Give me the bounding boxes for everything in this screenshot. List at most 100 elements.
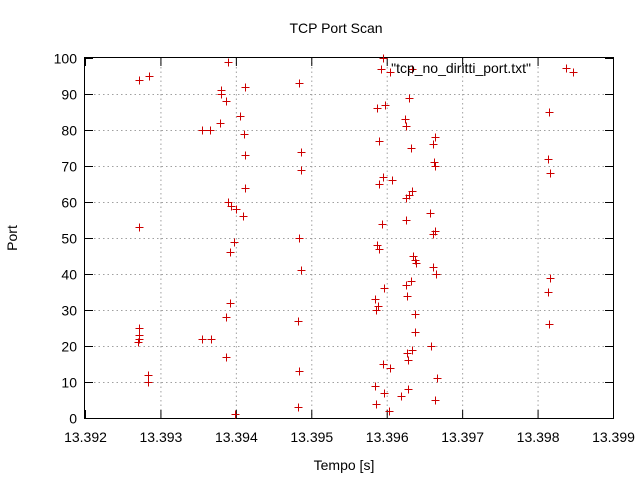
data-point bbox=[294, 403, 303, 412]
chart-title: TCP Port Scan bbox=[289, 20, 382, 36]
data-point bbox=[569, 68, 578, 77]
data-point bbox=[380, 389, 389, 398]
data-point bbox=[430, 158, 439, 167]
legend-sample bbox=[562, 64, 571, 73]
data-point bbox=[412, 259, 421, 268]
data-point bbox=[379, 173, 388, 182]
data-point bbox=[427, 342, 436, 351]
data-point bbox=[377, 65, 386, 74]
data-point bbox=[226, 299, 235, 308]
x-tick-label: 13.399 bbox=[592, 429, 635, 445]
data-point bbox=[297, 166, 306, 175]
data-point bbox=[381, 101, 390, 110]
data-point bbox=[401, 115, 410, 124]
data-point bbox=[295, 367, 304, 376]
data-point bbox=[198, 126, 207, 135]
data-point bbox=[241, 151, 250, 160]
legend-marker bbox=[562, 64, 571, 73]
y-tick-label: 0 bbox=[69, 411, 77, 427]
data-point bbox=[226, 248, 235, 257]
data-point bbox=[297, 266, 306, 275]
data-point bbox=[222, 353, 231, 362]
data-point bbox=[375, 180, 384, 189]
data-point bbox=[409, 252, 418, 261]
data-point bbox=[402, 216, 411, 225]
data-point bbox=[386, 68, 395, 77]
data-point bbox=[135, 324, 144, 333]
y-tick-label: 100 bbox=[54, 51, 78, 67]
x-axis-label: Tempo [s] bbox=[314, 457, 375, 473]
data-point bbox=[429, 140, 438, 149]
data-point bbox=[411, 310, 420, 319]
data-point bbox=[135, 76, 144, 85]
data-point bbox=[402, 194, 411, 203]
data-point bbox=[206, 126, 215, 135]
data-point bbox=[546, 274, 555, 283]
data-point bbox=[241, 184, 250, 193]
y-tick-label: 40 bbox=[61, 267, 77, 283]
y-tick-label: 70 bbox=[61, 159, 77, 175]
data-point bbox=[544, 288, 553, 297]
data-point bbox=[217, 90, 226, 99]
data-point bbox=[222, 313, 231, 322]
data-point bbox=[232, 205, 241, 214]
data-point bbox=[385, 407, 394, 416]
data-point bbox=[297, 148, 306, 157]
data-point bbox=[374, 302, 383, 311]
y-axis-label: Port bbox=[4, 225, 20, 251]
data-point bbox=[432, 270, 441, 279]
y-tick-label: 80 bbox=[61, 123, 77, 139]
data-point bbox=[403, 292, 412, 301]
y-tick-label: 60 bbox=[61, 195, 77, 211]
data-point bbox=[134, 338, 143, 347]
data-point bbox=[546, 169, 555, 178]
data-point bbox=[404, 356, 413, 365]
data-point bbox=[380, 284, 389, 293]
data-point bbox=[207, 335, 216, 344]
data-point bbox=[386, 364, 395, 373]
data-point bbox=[429, 263, 438, 272]
data-points bbox=[134, 54, 578, 419]
data-point bbox=[397, 392, 406, 401]
data-point bbox=[408, 187, 417, 196]
x-tick-label: 13.393 bbox=[140, 429, 183, 445]
legend-label: "tcp_no_diritti_port.txt" bbox=[391, 60, 531, 76]
data-point bbox=[402, 122, 411, 131]
x-tick-label: 13.396 bbox=[366, 429, 409, 445]
data-point bbox=[145, 72, 154, 81]
y-tick-label: 30 bbox=[61, 303, 77, 319]
y-tick-label: 20 bbox=[61, 339, 77, 355]
data-point bbox=[135, 223, 144, 232]
x-tick-label: 13.395 bbox=[290, 429, 333, 445]
data-point bbox=[224, 58, 233, 67]
legend: "tcp_no_diritti_port.txt" bbox=[391, 60, 571, 76]
data-point bbox=[431, 396, 440, 405]
y-tick-label: 90 bbox=[61, 87, 77, 103]
data-point bbox=[227, 202, 236, 211]
data-point bbox=[431, 162, 440, 171]
data-point bbox=[411, 328, 420, 337]
data-point bbox=[373, 104, 382, 113]
data-point bbox=[429, 230, 438, 239]
data-point bbox=[198, 335, 207, 344]
data-point bbox=[433, 374, 442, 383]
data-point bbox=[402, 281, 411, 290]
data-point bbox=[372, 306, 381, 315]
x-tick-label: 13.392 bbox=[64, 429, 107, 445]
data-point bbox=[379, 54, 388, 63]
data-point bbox=[241, 83, 250, 92]
data-point bbox=[373, 241, 382, 250]
data-point bbox=[375, 245, 384, 254]
data-point bbox=[372, 400, 381, 409]
data-point bbox=[379, 360, 388, 369]
data-point bbox=[371, 295, 380, 304]
x-tick-label: 13.398 bbox=[517, 429, 560, 445]
data-point bbox=[388, 176, 397, 185]
data-point bbox=[294, 317, 303, 326]
data-point bbox=[295, 79, 304, 88]
data-point bbox=[403, 349, 412, 358]
grid bbox=[85, 58, 613, 418]
data-point bbox=[407, 277, 416, 286]
data-point bbox=[240, 130, 249, 139]
